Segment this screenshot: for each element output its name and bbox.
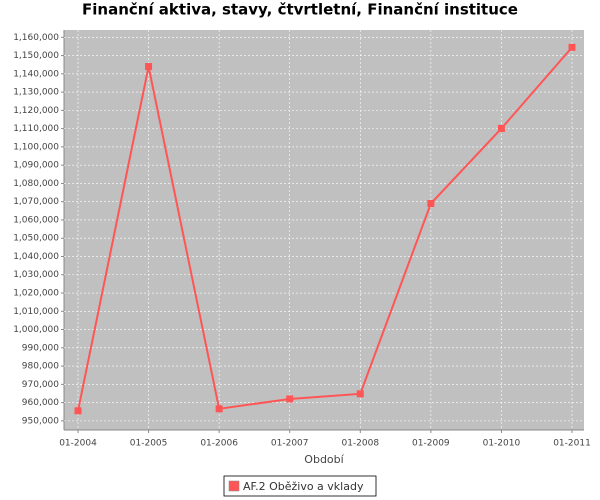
y-tick-label: 980,000 — [22, 362, 59, 372]
y-tick-label: 1,000,000 — [13, 325, 59, 335]
data-point — [568, 43, 576, 51]
y-tick-label: 1,010,000 — [13, 307, 59, 317]
y-tick-label: 1,140,000 — [13, 69, 59, 79]
y-tick-label: 990,000 — [22, 343, 59, 353]
x-tick-label: 01-2005 — [130, 439, 168, 449]
x-tick-label: 01-2007 — [271, 439, 309, 449]
y-tick-label: 1,030,000 — [13, 270, 59, 280]
y-tick-label: 1,130,000 — [13, 88, 59, 98]
y-tick-label: 1,070,000 — [13, 197, 59, 207]
legend-box — [223, 475, 377, 497]
x-tick-label: 01-2011 — [553, 439, 591, 449]
legend-swatch — [228, 480, 240, 492]
data-point — [286, 395, 294, 403]
y-tick-label: 1,020,000 — [13, 289, 59, 299]
data-point — [215, 405, 223, 413]
x-tick-label: 01-2009 — [412, 439, 450, 449]
data-point — [427, 200, 435, 208]
chart-title: Finanční aktiva, stavy, čtvrtletní, Fina… — [82, 1, 518, 19]
y-tick-label: 1,100,000 — [13, 142, 59, 152]
y-tick-label: 1,040,000 — [13, 252, 59, 262]
data-point — [497, 124, 505, 132]
x-tick-label: 01-2010 — [483, 439, 521, 449]
data-point — [145, 63, 153, 71]
y-tick-label: 1,160,000 — [13, 33, 59, 43]
y-tick-label: 1,090,000 — [13, 161, 59, 171]
y-tick-label: 1,050,000 — [13, 234, 59, 244]
data-point — [356, 390, 364, 398]
x-axis-label: Období — [304, 453, 344, 466]
y-tick-label: 1,080,000 — [13, 179, 59, 189]
x-tick-label: 01-2008 — [341, 439, 379, 449]
y-tick-label: 1,060,000 — [13, 215, 59, 225]
y-tick-label: 1,120,000 — [13, 106, 59, 116]
y-tick-label: 1,110,000 — [13, 124, 59, 134]
data-point — [74, 407, 82, 415]
legend-label: AF.2 Oběživo a vklady — [243, 480, 364, 493]
y-tick-label: 970,000 — [22, 380, 59, 390]
x-tick-label: 01-2006 — [200, 439, 238, 449]
plot-area — [64, 30, 584, 430]
x-tick-label: 01-2004 — [59, 439, 97, 449]
y-tick-label: 960,000 — [22, 398, 59, 408]
series-line — [77, 46, 573, 412]
y-tick-label: 950,000 — [22, 416, 59, 426]
y-tick-label: 1,150,000 — [13, 51, 59, 61]
